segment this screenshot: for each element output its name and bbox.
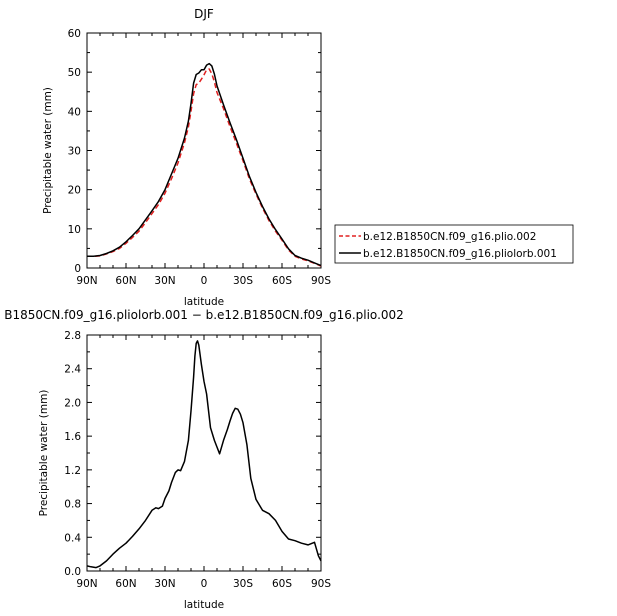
- x-axis-label: latitude: [184, 296, 224, 308]
- panel-bottom: B1850CN.f09_g16.pliolorb.001 − b.e12.B18…: [4, 308, 404, 611]
- x-tick-label: 90S: [311, 275, 331, 287]
- plot-frame: [86, 32, 322, 269]
- x-tick-label: 90N: [76, 275, 97, 287]
- series-line-0: [87, 68, 322, 267]
- x-axis-label: latitude: [184, 599, 224, 611]
- x-tick-label: 60N: [115, 578, 136, 590]
- x-tick-labels: 90N 60N 30N 0 30S 60S 90S: [76, 578, 331, 590]
- y-tick-label: 40: [68, 106, 81, 118]
- legend-label-1: b.e12.B1850CN.f09_g16.pliolorb.001: [363, 248, 557, 260]
- x-tick-label: 30S: [233, 275, 253, 287]
- y-tick-label: 20: [68, 185, 81, 197]
- x-tick-label: 60S: [272, 275, 292, 287]
- y-tick-label: 0: [74, 263, 81, 275]
- chart-title: B1850CN.f09_g16.pliolorb.001 − b.e12.B18…: [4, 308, 404, 322]
- y-tick-label: 60: [68, 28, 81, 40]
- y-axis-label: Precipitable water (mm): [42, 87, 54, 214]
- x-tick-label: 0: [201, 275, 208, 287]
- series-line-1: [87, 62, 322, 267]
- y-tick-label: 0.4: [64, 532, 81, 544]
- y-axis-label: Precipitable water (mm): [38, 390, 50, 517]
- legend: b.e12.B1850CN.f09_g16.plio.002 b.e12.B18…: [334, 224, 574, 264]
- series-layer: [87, 62, 322, 267]
- x-tick-label: 30S: [233, 578, 253, 590]
- x-tick-label: 30N: [154, 275, 175, 287]
- y-tick-label: 30: [68, 146, 81, 158]
- y-tick-label: 2.4: [64, 364, 81, 376]
- axis-ticks: [86, 334, 322, 572]
- chart-title: DJF: [194, 7, 214, 21]
- y-tick-labels: 0.0 0.4 0.8 1.2 1.6 2.0 2.4 2.8: [64, 330, 81, 578]
- x-tick-label: 0: [201, 578, 208, 590]
- y-tick-labels: 0 10 20 30 40 50 60: [68, 28, 81, 275]
- panel-top: DJF 90N 60N 30N 0 30S 60S 90S 0 10 20 30 40 50 60 la…: [42, 7, 574, 308]
- x-tick-label: 60N: [115, 275, 136, 287]
- legend-label-0: b.e12.B1850CN.f09_g16.plio.002: [363, 231, 536, 243]
- y-tick-label: 2.0: [64, 397, 81, 409]
- y-tick-label: 2.8: [64, 330, 81, 342]
- series-line-0: [86, 340, 322, 569]
- series-layer: [86, 340, 322, 569]
- x-tick-label: 30N: [154, 578, 175, 590]
- x-tick-label: 60S: [272, 578, 292, 590]
- y-tick-label: 1.2: [64, 465, 81, 477]
- y-tick-label: 0.8: [64, 499, 81, 511]
- x-tick-label: 90S: [311, 578, 331, 590]
- x-tick-labels: 90N 60N 30N 0 30S 60S 90S: [76, 275, 331, 287]
- y-tick-label: 10: [68, 224, 81, 236]
- y-tick-label: 50: [68, 67, 81, 79]
- axis-ticks: [86, 32, 322, 269]
- legend-box: [334, 224, 574, 264]
- y-tick-label: 0.0: [64, 566, 81, 578]
- y-tick-label: 1.6: [64, 431, 81, 443]
- x-tick-label: 90N: [76, 578, 97, 590]
